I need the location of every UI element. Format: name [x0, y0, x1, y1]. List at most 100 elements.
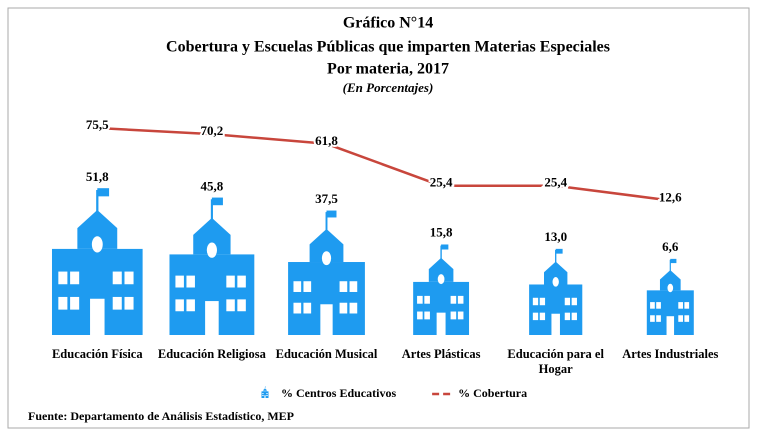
icon-part — [326, 210, 337, 218]
icon-part — [262, 393, 264, 395]
icon-part — [193, 217, 231, 255]
chart-border — [7, 7, 750, 429]
legend-label: % Centros Educativos — [281, 386, 396, 400]
icon-part — [264, 390, 266, 392]
icon-part — [237, 299, 246, 312]
data-label: 12,6 — [659, 189, 682, 204]
data-label: 70,2 — [201, 123, 224, 138]
x-tick-label: Artes Industriales — [622, 347, 719, 361]
icon-part — [90, 298, 105, 335]
icon-part — [552, 277, 559, 287]
icon-part — [186, 275, 195, 288]
icon-part — [175, 299, 184, 312]
icon-part — [303, 281, 312, 292]
icon-part — [124, 271, 134, 285]
icon-part — [267, 393, 268, 395]
icon-part — [237, 275, 246, 288]
icon-part — [293, 281, 302, 292]
icon-part — [70, 271, 80, 285]
pictograph-bar — [529, 248, 583, 335]
icon-part — [417, 311, 423, 320]
icon-part — [684, 315, 690, 322]
pictograph-bar — [413, 244, 470, 335]
legend-label: % Cobertura — [458, 386, 527, 400]
icon-part — [97, 188, 110, 197]
data-label: 25,4 — [544, 175, 567, 190]
data-label: 13,0 — [544, 229, 567, 244]
icon-part — [450, 295, 457, 304]
data-label: 37,5 — [315, 191, 338, 206]
pictograph-bar — [169, 197, 255, 335]
icon-part — [262, 395, 264, 397]
icon-part — [349, 302, 358, 314]
icon-part — [441, 244, 449, 250]
icon-part — [436, 312, 446, 335]
icon-part — [666, 316, 675, 335]
icon-part — [205, 301, 219, 335]
icon-part — [656, 302, 661, 309]
icon-part — [70, 296, 80, 310]
icon-part — [293, 302, 302, 314]
icon-part — [544, 261, 568, 285]
icon-part — [339, 281, 348, 292]
icon-part — [261, 395, 263, 397]
icon-part — [656, 315, 661, 322]
icon-part — [339, 302, 348, 314]
icon-part — [175, 275, 184, 288]
data-label: 15,8 — [430, 225, 453, 240]
icon-part — [437, 274, 445, 285]
icon-part — [266, 393, 267, 395]
x-tick-label: Artes Plásticas — [401, 347, 481, 361]
icon-part — [211, 197, 223, 206]
icon-part — [186, 299, 195, 312]
icon-part — [264, 395, 266, 398]
x-tick-label: Educación Religiosa — [157, 347, 266, 361]
icon-part — [112, 271, 122, 285]
icon-part — [564, 297, 571, 306]
icon-part — [667, 283, 674, 293]
icon-part — [265, 386, 266, 388]
icon-part — [678, 315, 683, 322]
icon-part — [261, 393, 263, 395]
source: Fuente: Departamento de Análisis Estadís… — [28, 409, 294, 423]
icon-part — [551, 313, 560, 335]
pictograph-bar — [51, 188, 143, 335]
icon-part — [320, 304, 333, 335]
icon-part — [450, 311, 457, 320]
icon-part — [112, 296, 122, 310]
icon-part — [349, 281, 358, 292]
icon-part — [532, 297, 539, 306]
icon-part — [91, 236, 103, 253]
line-series — [97, 126, 671, 202]
icon-part — [321, 251, 332, 266]
icon-part — [424, 311, 430, 320]
icon-part — [77, 209, 118, 249]
x-tick-label: Educación para el Hogar — [507, 347, 604, 376]
icon-part — [670, 258, 677, 264]
data-label: 75,5 — [86, 117, 109, 132]
icon-part — [539, 312, 546, 321]
x-tick-label: Educación Musical — [275, 347, 378, 361]
units-note: (En Porcentajes) — [343, 80, 434, 95]
icon-part — [261, 391, 269, 398]
icon-part — [428, 257, 454, 282]
chart-title: Gráfico N°14 — [343, 15, 433, 32]
icon-part — [417, 295, 423, 304]
icon-part — [226, 275, 235, 288]
icon-part — [571, 297, 577, 306]
data-label: 61,8 — [315, 133, 338, 148]
icon-part — [226, 299, 235, 312]
icon-part — [539, 297, 546, 306]
data-label: 25,4 — [430, 175, 453, 190]
x-tick-label: Educación Física — [51, 347, 143, 361]
icon-part — [457, 295, 464, 304]
pictograph-bar — [646, 258, 694, 335]
icon-part — [267, 395, 268, 397]
icon-part — [303, 302, 312, 314]
chart-subtitle: Por materia, 2017 — [327, 61, 449, 78]
icon-part — [263, 388, 267, 392]
icon-part — [58, 271, 68, 285]
icon-part — [571, 312, 577, 321]
